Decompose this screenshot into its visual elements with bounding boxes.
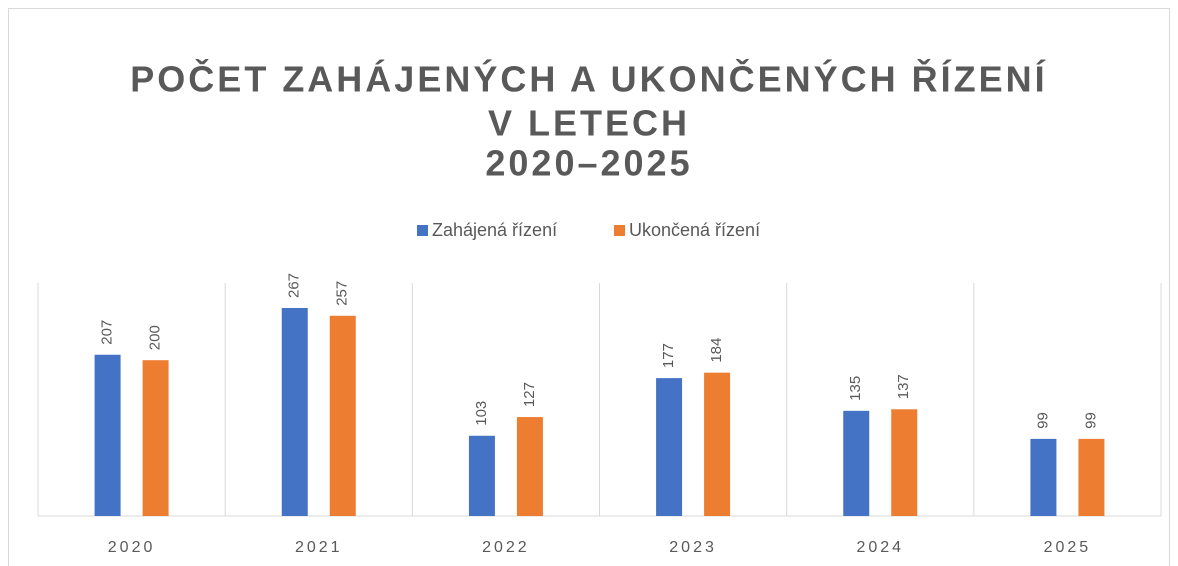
legend-swatch xyxy=(417,225,428,236)
bar xyxy=(142,360,169,516)
bar xyxy=(329,315,356,516)
legend-swatch xyxy=(614,225,625,236)
x-tick-label: 2021 xyxy=(295,539,343,556)
data-label: 135 xyxy=(847,376,864,401)
x-tick-label: 2024 xyxy=(856,539,904,556)
data-label: 257 xyxy=(334,281,351,306)
data-label: 184 xyxy=(708,338,725,363)
data-label: 267 xyxy=(286,273,303,298)
bar xyxy=(94,354,121,516)
bar xyxy=(468,435,495,516)
bar xyxy=(516,417,543,516)
x-tick-label: 2020 xyxy=(108,539,156,556)
bar xyxy=(704,372,731,516)
data-label: 103 xyxy=(473,401,490,426)
data-label: 137 xyxy=(895,374,912,399)
data-label: 207 xyxy=(99,320,116,345)
bar xyxy=(1030,438,1057,516)
chart-title: POČET ZAHÁJENÝCH A UKONČENÝCH ŘÍZENÍ xyxy=(130,58,1047,100)
x-tick-label: 2022 xyxy=(482,539,530,556)
bar xyxy=(656,378,683,516)
data-label: 177 xyxy=(660,343,677,368)
bar xyxy=(1078,438,1105,516)
data-label: 127 xyxy=(521,382,538,407)
chart-frame xyxy=(8,8,1170,566)
legend-label: Zahájená řízení xyxy=(432,220,557,240)
legend-label: Ukončená řízení xyxy=(629,220,760,240)
x-tick-label: 2025 xyxy=(1044,539,1092,556)
data-label: 99 xyxy=(1034,412,1051,429)
data-label: 99 xyxy=(1082,412,1099,429)
chart-title: 2020–2025 xyxy=(485,143,692,184)
x-tick-label: 2023 xyxy=(669,539,717,556)
bar xyxy=(281,308,308,516)
data-label: 200 xyxy=(147,325,164,350)
bar xyxy=(891,409,918,516)
bar xyxy=(843,410,870,516)
chart-title: V LETECH xyxy=(488,103,690,144)
